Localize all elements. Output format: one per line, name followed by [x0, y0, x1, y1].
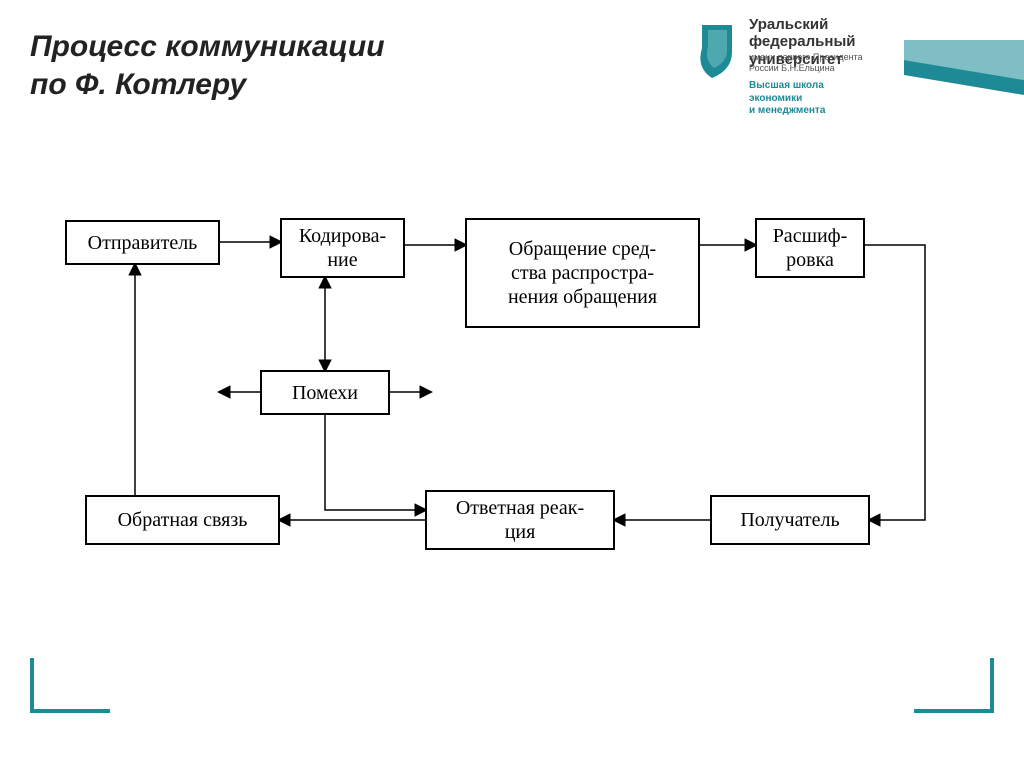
node-decoding-line1: ровка — [773, 248, 848, 272]
node-receiver-line0: Получатель — [740, 508, 839, 532]
uni-name-line1: Уральский — [749, 16, 855, 33]
edge-8 — [325, 415, 425, 510]
header-ribbon-icon — [904, 40, 1024, 95]
node-receiver: Получатель — [710, 495, 870, 545]
university-logo-block: Уральский федеральный университет имени … — [664, 10, 1024, 120]
uni-sub-line2: России Б.Н.Ельцина — [749, 63, 863, 74]
uni-name-line2: федеральный — [749, 33, 855, 50]
school-line1: Высшая школа — [749, 80, 825, 93]
node-message-line0: Обращение сред- — [508, 237, 657, 261]
node-encoding: Кодирова-ние — [280, 218, 405, 278]
school-name: Высшая школа экономики и менеджмента — [749, 80, 825, 118]
node-decoding: Расшиф-ровка — [755, 218, 865, 278]
decorative-corner-bottom-right — [914, 658, 994, 713]
uni-sub-line1: имени первого Президента — [749, 52, 863, 63]
node-feedback-line0: Обратная связь — [118, 508, 248, 532]
node-response-line1: ция — [456, 520, 584, 544]
urfu-logo-icon — [694, 20, 742, 90]
node-encoding-line1: ние — [299, 248, 386, 272]
node-message-line1: ства распростра- — [508, 261, 657, 285]
node-message-line2: нения обращения — [508, 285, 657, 309]
node-sender: Отправитель — [65, 220, 220, 265]
decorative-corner-bottom-left — [30, 658, 110, 713]
slide-title: Процесс коммуникации по Ф. Котлеру — [30, 28, 385, 103]
title-line1: Процесс коммуникации — [30, 28, 385, 66]
title-line2: по Ф. Котлеру — [30, 66, 385, 104]
node-response: Ответная реак-ция — [425, 490, 615, 550]
node-sender-line0: Отправитель — [88, 231, 198, 255]
node-response-line0: Ответная реак- — [456, 496, 584, 520]
school-line2: экономики — [749, 93, 825, 106]
node-encoding-line0: Кодирова- — [299, 224, 386, 248]
edge-3 — [865, 245, 925, 520]
node-noise-line0: Помехи — [292, 381, 358, 405]
node-decoding-line0: Расшиф- — [773, 224, 848, 248]
university-subtitle: имени первого Президента России Б.Н.Ельц… — [749, 52, 863, 74]
node-message: Обращение сред-ства распростра-нения обр… — [465, 218, 700, 328]
node-noise: Помехи — [260, 370, 390, 415]
communication-flowchart: Отправитель Кодирова-ние Обращение сред-ст… — [55, 200, 965, 630]
school-line3: и менеджмента — [749, 105, 825, 118]
node-feedback: Обратная связь — [85, 495, 280, 545]
